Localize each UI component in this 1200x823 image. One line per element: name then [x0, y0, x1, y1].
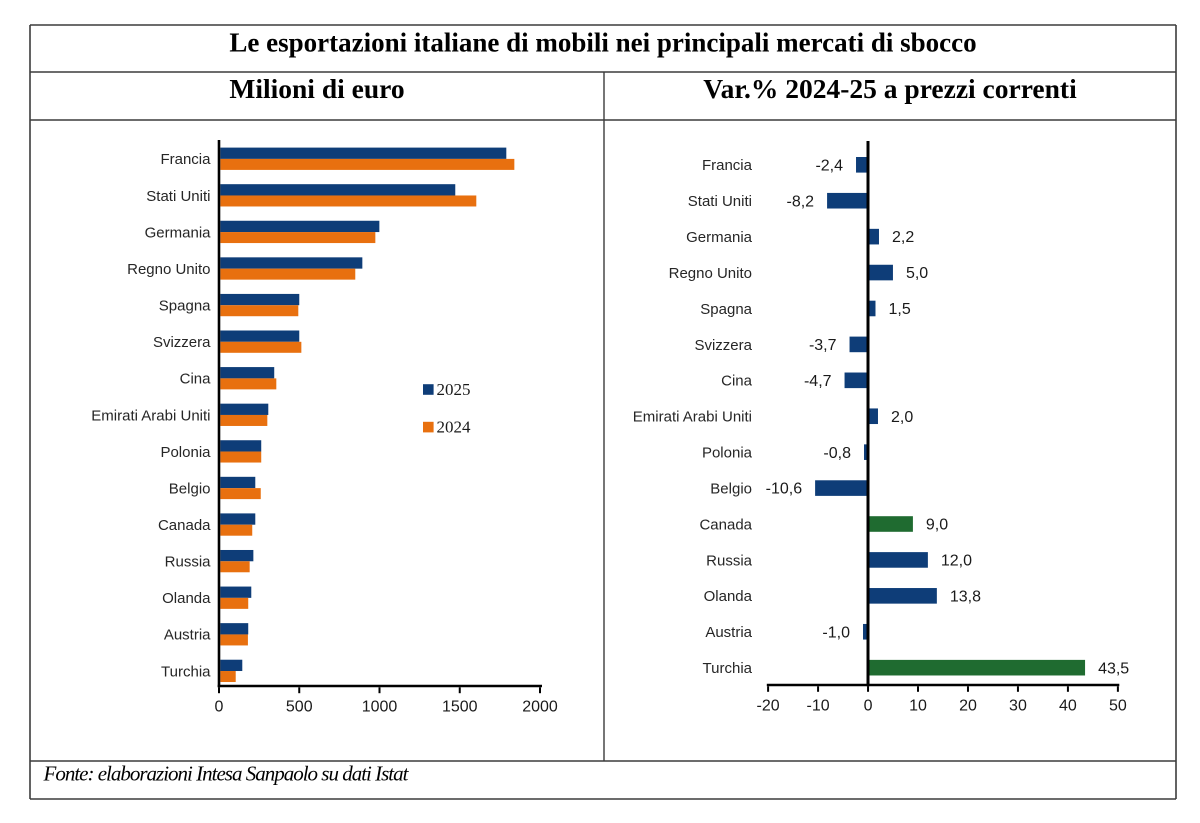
svg-text:Russia: Russia: [706, 552, 753, 569]
svg-text:Polonia: Polonia: [160, 444, 211, 461]
svg-text:0: 0: [215, 699, 224, 716]
svg-text:1000: 1000: [362, 699, 398, 716]
svg-text:2,2: 2,2: [892, 229, 914, 246]
svg-text:Polonia: Polonia: [702, 445, 753, 462]
svg-text:Germania: Germania: [145, 224, 212, 241]
svg-text:Fonte: elaborazioni Intesa San: Fonte: elaborazioni Intesa Sanpaolo su d…: [43, 762, 410, 786]
svg-text:0: 0: [864, 698, 873, 715]
svg-text:Emirati Arabi Uniti: Emirati Arabi Uniti: [633, 409, 752, 426]
svg-text:Turchia: Turchia: [703, 660, 753, 677]
svg-text:Francia: Francia: [160, 151, 211, 168]
svg-text:12,0: 12,0: [941, 553, 972, 570]
svg-text:2024: 2024: [437, 417, 472, 436]
svg-text:Svizzera: Svizzera: [694, 337, 752, 354]
svg-text:-20: -20: [757, 698, 780, 715]
svg-text:Svizzera: Svizzera: [153, 334, 211, 351]
svg-text:Cina: Cina: [180, 371, 212, 388]
svg-text:13,8: 13,8: [950, 588, 981, 605]
svg-text:Le esportazioni italiane di mo: Le esportazioni italiane di mobili nei p…: [229, 28, 976, 58]
svg-text:Cina: Cina: [721, 373, 753, 390]
svg-text:Regno Unito: Regno Unito: [669, 265, 752, 282]
svg-text:-10,6: -10,6: [766, 481, 803, 498]
svg-text:20: 20: [959, 698, 977, 715]
svg-text:43,5: 43,5: [1098, 660, 1129, 677]
svg-text:10: 10: [909, 698, 927, 715]
svg-text:Francia: Francia: [702, 157, 753, 174]
svg-text:500: 500: [286, 699, 313, 716]
svg-text:Var.% 2024-25 a prezzi corrent: Var.% 2024-25 a prezzi correnti: [703, 73, 1077, 104]
svg-text:-3,7: -3,7: [809, 337, 837, 354]
svg-text:Spagna: Spagna: [700, 301, 752, 318]
svg-text:9,0: 9,0: [926, 517, 948, 534]
svg-text:5,0: 5,0: [906, 265, 928, 282]
svg-text:2025: 2025: [437, 380, 471, 399]
svg-text:1500: 1500: [442, 699, 478, 716]
svg-text:Olanda: Olanda: [704, 588, 753, 605]
svg-text:50: 50: [1109, 698, 1127, 715]
svg-text:2000: 2000: [522, 699, 558, 716]
svg-text:-4,7: -4,7: [804, 373, 832, 390]
svg-text:Spagna: Spagna: [159, 298, 211, 315]
svg-text:Regno Unito: Regno Unito: [127, 261, 210, 278]
svg-text:Stati Uniti: Stati Uniti: [146, 188, 210, 205]
svg-text:Austria: Austria: [164, 627, 211, 644]
svg-text:Olanda: Olanda: [162, 590, 211, 607]
svg-text:Canada: Canada: [699, 516, 752, 533]
svg-text:-2,4: -2,4: [815, 157, 843, 174]
svg-text:30: 30: [1009, 698, 1027, 715]
svg-text:-0,8: -0,8: [823, 445, 851, 462]
svg-text:Belgio: Belgio: [169, 480, 211, 497]
svg-text:Belgio: Belgio: [710, 480, 752, 497]
svg-text:Emirati Arabi Uniti: Emirati Arabi Uniti: [91, 407, 210, 424]
svg-text:-10: -10: [807, 698, 830, 715]
svg-text:40: 40: [1059, 698, 1077, 715]
svg-text:Milioni di euro: Milioni di euro: [229, 73, 404, 104]
svg-text:-1,0: -1,0: [822, 624, 850, 641]
svg-text:-8,2: -8,2: [787, 193, 815, 210]
svg-text:1,5: 1,5: [888, 301, 910, 318]
svg-text:2,0: 2,0: [891, 409, 913, 426]
svg-text:Turchia: Turchia: [161, 663, 211, 680]
svg-text:Austria: Austria: [705, 624, 752, 641]
svg-text:Canada: Canada: [158, 517, 211, 534]
svg-text:Stati Uniti: Stati Uniti: [688, 193, 752, 210]
svg-text:Russia: Russia: [165, 554, 212, 571]
svg-text:Germania: Germania: [686, 229, 753, 246]
